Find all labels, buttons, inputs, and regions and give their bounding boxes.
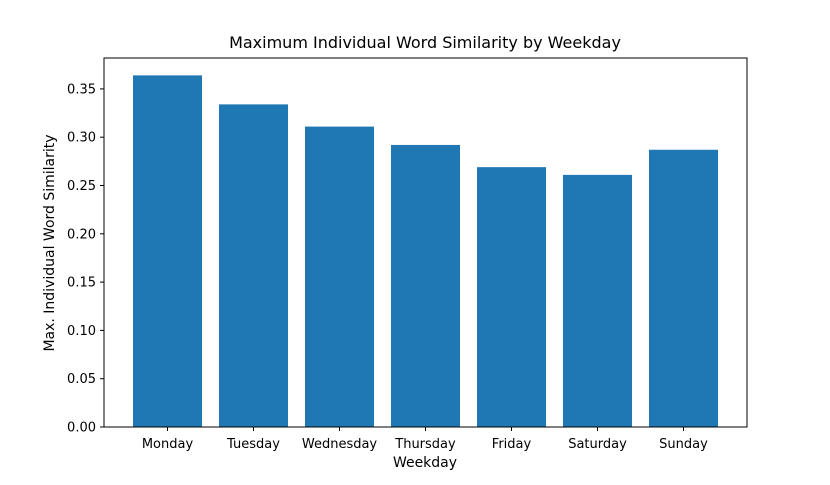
x-tick-label: Sunday	[659, 437, 708, 452]
x-axis-label: Weekday	[393, 455, 457, 471]
bar-sunday	[649, 149, 718, 427]
y-tick-label: 0.10	[67, 324, 96, 339]
x-tick-label: Tuesday	[226, 437, 280, 452]
bars-group	[133, 75, 718, 428]
y-tick-label: 0.25	[67, 179, 96, 194]
bar-wednesday	[305, 126, 374, 427]
plot-frame	[103, 57, 748, 428]
chart-title: Maximum Individual Word Similarity by We…	[229, 33, 621, 52]
bar-saturday	[563, 174, 632, 427]
y-tick-label: 0.05	[67, 372, 96, 387]
x-axis: Monday Tuesday Wednesday Thursday Friday Satu…	[142, 427, 708, 452]
y-tick-label: 0.20	[67, 227, 96, 242]
y-tick-label: 0.30	[67, 131, 96, 146]
x-tick-label: Saturday	[568, 437, 627, 452]
x-tick-label: Wednesday	[302, 437, 378, 452]
x-tick-label: Monday	[142, 437, 194, 452]
bar-monday	[133, 75, 202, 427]
x-tick-label: Thursday	[394, 437, 456, 452]
y-axis-label: Max. Individual Word Similarity	[42, 134, 58, 351]
bar-friday	[477, 167, 546, 427]
bar-tuesday	[219, 104, 288, 428]
y-tick-label: 0.15	[67, 276, 96, 291]
y-tick-label: 0.00	[67, 421, 96, 436]
y-tick-label: 0.35	[67, 82, 96, 97]
y-axis: 0.00 0.05 0.10 0.15 0.20 0.25 0.30 0.35	[67, 82, 104, 436]
x-tick-label: Friday	[492, 437, 532, 452]
bar-thursday	[391, 144, 460, 427]
